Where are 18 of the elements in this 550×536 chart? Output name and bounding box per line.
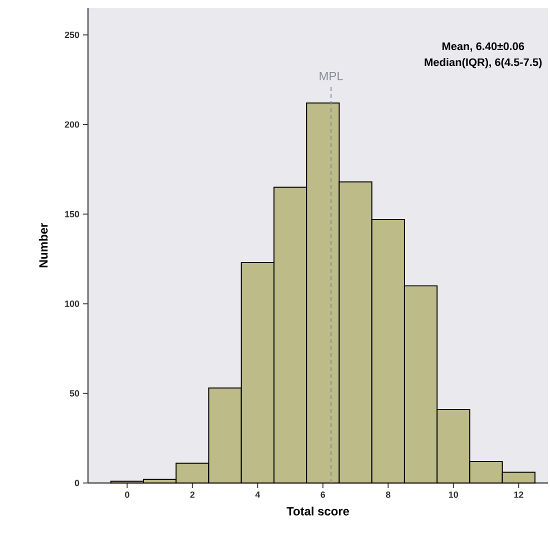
x-axis-title: Total score	[286, 506, 350, 516]
x-tick-label: 6	[320, 492, 326, 498]
y-tick-label: 250	[64, 32, 80, 38]
x-tick-label: 0	[125, 492, 130, 498]
y-tick-label: 100	[65, 300, 80, 307]
x-tick-label: 2	[190, 492, 195, 498]
y-tick-label: 200	[64, 121, 80, 128]
y-axis-title: Number	[38, 223, 48, 268]
x-tick-label: 10	[448, 492, 458, 498]
y-tick-label: 50	[70, 390, 80, 397]
annotation: Median(IQR), 6(4.5-7.5)	[424, 58, 542, 68]
x-tick-label: 8	[386, 492, 390, 498]
x-tick-label: 12	[514, 492, 524, 498]
y-tick-label: 150	[65, 210, 80, 218]
annotation: Mean, 6.40±0.06	[442, 42, 524, 52]
y-tick-label: 0	[74, 480, 80, 486]
ref-line-label: MPL	[320, 72, 343, 80]
x-tick-label: 4	[255, 492, 260, 498]
